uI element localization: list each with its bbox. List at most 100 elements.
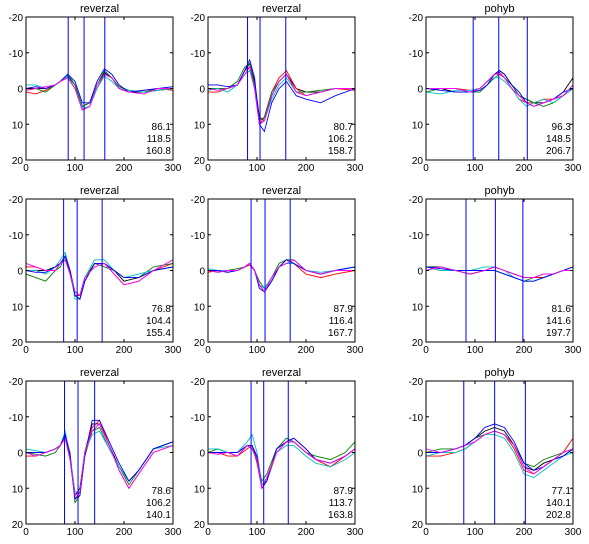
latency-annotation: 113.7	[329, 498, 354, 509]
latency-annotation: 106.2	[328, 134, 353, 145]
y-tick-label: 20	[412, 520, 424, 531]
y-tick-label: -20	[191, 13, 206, 24]
x-tick-label: 300	[565, 163, 582, 174]
series-line	[26, 255, 173, 300]
y-tick-label: 20	[194, 520, 206, 531]
latency-annotation: 116.4	[329, 316, 354, 327]
series-line	[208, 62, 355, 122]
y-tick-label: 10	[412, 120, 424, 131]
series-line	[426, 266, 573, 282]
latency-annotation: 86.1	[152, 122, 172, 133]
latency-annotation: 81.6	[552, 304, 572, 315]
y-tick-label: -10	[409, 231, 424, 242]
x-tick-label: 300	[347, 527, 364, 538]
series-line	[208, 441, 355, 490]
latency-annotation: 197.7	[546, 328, 571, 339]
y-tick-label: 0	[17, 267, 23, 278]
latency-annotation: 77.1	[552, 486, 572, 497]
latency-annotation: 140.1	[146, 510, 171, 521]
series-line	[208, 433, 355, 486]
y-tick-label: 20	[412, 156, 424, 167]
y-tick-label: 0	[17, 449, 23, 460]
latency-annotation: 76.8	[152, 304, 172, 315]
latency-annotation: 167.7	[328, 328, 353, 339]
series-line	[26, 254, 173, 297]
latency-annotation: 78.6	[152, 486, 172, 497]
x-tick-label: 100	[67, 345, 84, 356]
plot-area	[208, 381, 355, 524]
y-tick-label: -10	[191, 49, 206, 60]
latency-annotation: 87.9	[334, 486, 354, 497]
plot-area	[26, 381, 173, 524]
y-tick-label: 10	[412, 484, 424, 495]
y-tick-label: 0	[417, 85, 423, 96]
series-line	[208, 437, 355, 490]
y-tick-label: -20	[191, 195, 206, 206]
y-tick-label: -10	[191, 413, 206, 424]
series-line	[26, 73, 173, 111]
x-tick-label: 300	[347, 345, 364, 356]
chart-title: reverzal	[80, 3, 119, 15]
y-tick-label: -20	[9, 377, 24, 388]
series-line	[426, 266, 573, 279]
x-tick-label: 200	[298, 345, 315, 356]
x-tick-label: 0	[423, 163, 429, 174]
series-line	[26, 251, 173, 300]
x-tick-label: 300	[565, 527, 582, 538]
x-tick-label: 0	[205, 527, 211, 538]
chart-title: pohyb	[485, 367, 515, 379]
series-line	[208, 65, 355, 126]
x-tick-label: 100	[467, 527, 484, 538]
latency-annotation: 155.4	[146, 328, 171, 339]
series-line	[26, 259, 173, 297]
x-tick-label: 200	[298, 527, 315, 538]
series-line	[26, 68, 173, 104]
y-tick-label: -10	[9, 231, 24, 242]
plot-area	[26, 17, 173, 160]
x-tick-label: 100	[467, 163, 484, 174]
y-tick-label: 20	[412, 338, 424, 349]
x-tick-label: 300	[165, 345, 182, 356]
x-tick-label: 100	[249, 163, 266, 174]
latency-annotation: 148.5	[546, 134, 571, 145]
series-line	[426, 73, 573, 107]
y-tick-label: -20	[409, 13, 424, 24]
y-tick-label: 0	[417, 267, 423, 278]
chart-title: reverzal	[262, 3, 301, 15]
series-line	[208, 58, 355, 133]
x-tick-label: 0	[205, 345, 211, 356]
chart-title: reverzal	[80, 367, 119, 379]
x-tick-label: 300	[165, 527, 182, 538]
latency-annotation: 163.8	[328, 510, 353, 521]
series-line	[26, 423, 173, 497]
latency-annotation: 141.6	[546, 316, 571, 327]
latency-annotation: 106.2	[146, 498, 171, 509]
y-tick-label: 10	[194, 120, 206, 131]
latency-annotation: 104.4	[146, 316, 171, 327]
plot-area	[426, 381, 573, 524]
x-tick-label: 200	[116, 163, 133, 174]
series-line	[208, 62, 355, 122]
chart-title: pohyb	[485, 3, 515, 15]
y-tick-label: -10	[409, 413, 424, 424]
chart-title: reverzal	[80, 185, 119, 197]
x-tick-label: 0	[23, 163, 29, 174]
y-tick-label: 10	[412, 302, 424, 313]
series-line	[426, 423, 573, 471]
y-tick-label: 20	[194, 338, 206, 349]
chart-title: reverzal	[262, 367, 301, 379]
y-tick-label: 0	[199, 449, 205, 460]
x-tick-label: 100	[67, 527, 84, 538]
x-tick-label: 300	[165, 163, 182, 174]
series-line	[208, 441, 355, 486]
plot-area	[426, 199, 573, 342]
x-tick-label: 0	[205, 163, 211, 174]
x-tick-label: 100	[67, 163, 84, 174]
